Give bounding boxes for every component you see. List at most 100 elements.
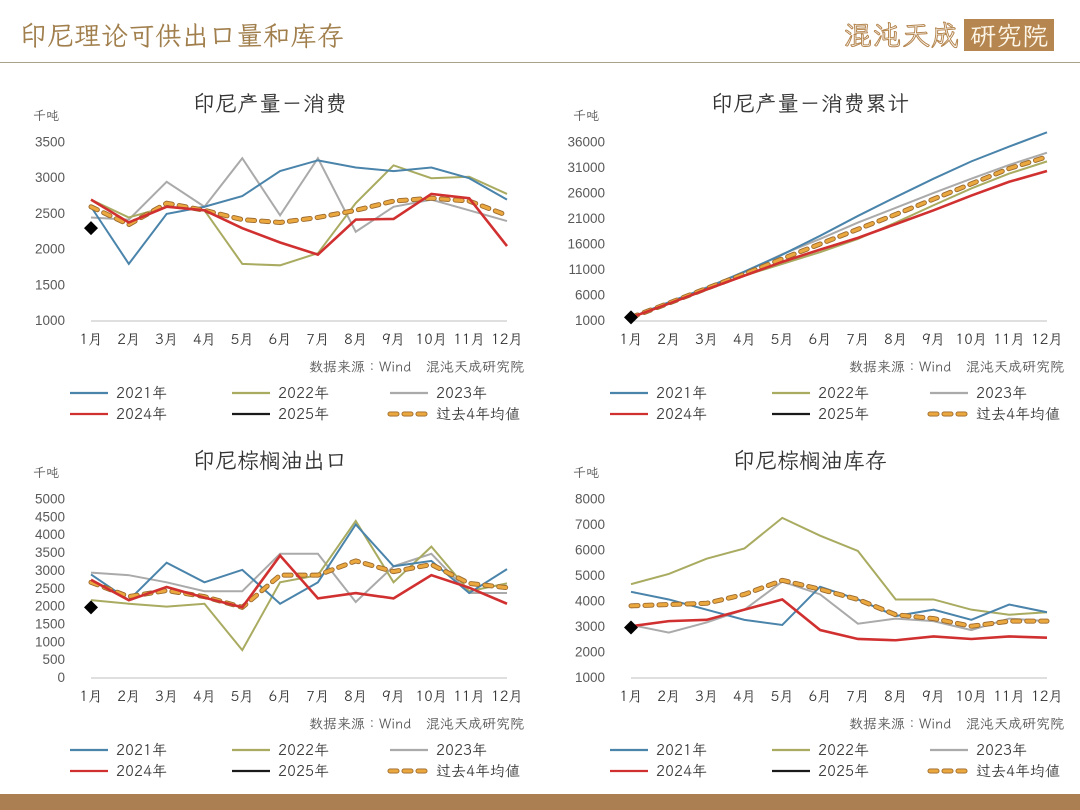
svg-text:1500: 1500 — [35, 616, 65, 631]
svg-text:2022年: 2022年 — [818, 741, 869, 760]
svg-text:2000: 2000 — [575, 645, 605, 660]
svg-text:4月: 4月 — [733, 687, 756, 706]
svg-text:印尼产量－消费累计: 印尼产量－消费累计 — [711, 89, 909, 118]
svg-text:6000: 6000 — [575, 543, 605, 558]
svg-text:8000: 8000 — [575, 492, 605, 507]
svg-text:2500: 2500 — [35, 581, 65, 596]
svg-text:10月: 10月 — [955, 687, 987, 706]
svg-text:印尼棕榈油库存: 印尼棕榈油库存 — [733, 446, 887, 475]
svg-text:2023年: 2023年 — [436, 741, 487, 760]
svg-text:2022年: 2022年 — [818, 384, 869, 403]
svg-text:1000: 1000 — [575, 670, 605, 685]
svg-text:2021年: 2021年 — [116, 384, 167, 403]
svg-text:12月: 12月 — [1031, 687, 1063, 706]
svg-text:7月: 7月 — [306, 687, 329, 706]
svg-text:9月: 9月 — [382, 687, 405, 706]
svg-text:千吨: 千吨 — [33, 107, 59, 124]
svg-text:6月: 6月 — [268, 330, 291, 349]
svg-text:过去4年均值: 过去4年均值 — [976, 405, 1060, 424]
svg-text:2000: 2000 — [35, 599, 65, 614]
svg-text:1月: 1月 — [619, 687, 642, 706]
svg-text:2024年: 2024年 — [656, 405, 707, 424]
svg-text:3月: 3月 — [695, 330, 718, 349]
svg-text:2000: 2000 — [35, 242, 65, 257]
svg-text:10月: 10月 — [415, 330, 447, 349]
svg-text:11月: 11月 — [993, 330, 1025, 349]
svg-text:2月: 2月 — [117, 330, 140, 349]
svg-text:4月: 4月 — [193, 330, 216, 349]
svg-text:7月: 7月 — [846, 330, 869, 349]
svg-text:21000: 21000 — [567, 211, 605, 226]
svg-text:1500: 1500 — [35, 277, 65, 292]
svg-text:500: 500 — [42, 652, 65, 667]
svg-text:2月: 2月 — [657, 330, 680, 349]
svg-text:12月: 12月 — [491, 687, 523, 706]
svg-text:31000: 31000 — [567, 160, 605, 175]
svg-text:11000: 11000 — [568, 262, 605, 277]
svg-text:3月: 3月 — [155, 687, 178, 706]
svg-text:8月: 8月 — [884, 687, 907, 706]
svg-text:6月: 6月 — [808, 687, 831, 706]
svg-text:5000: 5000 — [35, 492, 65, 507]
svg-text:7000: 7000 — [575, 517, 605, 532]
svg-text:1月: 1月 — [79, 330, 102, 349]
svg-text:2025年: 2025年 — [278, 762, 329, 781]
svg-text:印尼棕榈油出口: 印尼棕榈油出口 — [193, 446, 347, 475]
svg-text:9月: 9月 — [382, 330, 405, 349]
svg-text:过去4年均值: 过去4年均值 — [436, 762, 520, 781]
svg-text:3500: 3500 — [35, 545, 65, 560]
svg-text:10月: 10月 — [955, 330, 987, 349]
svg-text:2023年: 2023年 — [976, 384, 1027, 403]
svg-text:3月: 3月 — [695, 687, 718, 706]
svg-text:7月: 7月 — [306, 330, 329, 349]
svg-text:4月: 4月 — [733, 330, 756, 349]
svg-text:印尼产量－消费: 印尼产量－消费 — [193, 89, 347, 118]
svg-text:2025年: 2025年 — [818, 405, 869, 424]
svg-text:5月: 5月 — [771, 330, 794, 349]
svg-text:0: 0 — [57, 670, 65, 685]
svg-text:5月: 5月 — [231, 330, 254, 349]
svg-text:1000: 1000 — [575, 313, 605, 328]
svg-text:3000: 3000 — [575, 619, 605, 634]
svg-text:11月: 11月 — [453, 687, 485, 706]
svg-text:千吨: 千吨 — [573, 107, 599, 124]
svg-text:2021年: 2021年 — [116, 741, 167, 760]
svg-text:2021年: 2021年 — [656, 384, 707, 403]
svg-text:1000: 1000 — [35, 634, 65, 649]
svg-text:2024年: 2024年 — [116, 405, 167, 424]
svg-text:2022年: 2022年 — [278, 741, 329, 760]
svg-text:4000: 4000 — [35, 527, 65, 542]
svg-text:千吨: 千吨 — [33, 464, 59, 481]
svg-text:8月: 8月 — [344, 330, 367, 349]
svg-text:3月: 3月 — [155, 330, 178, 349]
svg-text:5月: 5月 — [771, 687, 794, 706]
svg-text:10月: 10月 — [415, 687, 447, 706]
svg-text:2024年: 2024年 — [116, 762, 167, 781]
svg-text:2022年: 2022年 — [278, 384, 329, 403]
svg-text:数据来源：Wind 混沌天成研究院: 数据来源：Wind 混沌天成研究院 — [849, 715, 1064, 733]
svg-text:2021年: 2021年 — [656, 741, 707, 760]
svg-text:2023年: 2023年 — [436, 384, 487, 403]
svg-text:3000: 3000 — [35, 563, 65, 578]
svg-text:数据来源：Wind 混沌天成研究院: 数据来源：Wind 混沌天成研究院 — [849, 358, 1064, 376]
svg-text:2月: 2月 — [117, 687, 140, 706]
svg-text:4月: 4月 — [193, 687, 216, 706]
svg-text:千吨: 千吨 — [573, 464, 599, 481]
svg-text:2月: 2月 — [657, 687, 680, 706]
svg-text:16000: 16000 — [567, 237, 605, 252]
svg-text:2024年: 2024年 — [656, 762, 707, 781]
svg-text:3500: 3500 — [35, 135, 65, 150]
svg-text:5000: 5000 — [575, 568, 605, 583]
svg-text:5月: 5月 — [231, 687, 254, 706]
svg-text:过去4年均值: 过去4年均值 — [436, 405, 520, 424]
svg-text:2025年: 2025年 — [818, 762, 869, 781]
svg-text:11月: 11月 — [453, 330, 485, 349]
svg-text:1月: 1月 — [79, 687, 102, 706]
svg-text:8月: 8月 — [344, 687, 367, 706]
svg-text:4500: 4500 — [35, 509, 65, 524]
svg-text:9月: 9月 — [922, 687, 945, 706]
svg-text:36000: 36000 — [567, 135, 605, 150]
svg-text:数据来源：Wind 混沌天成研究院: 数据来源：Wind 混沌天成研究院 — [309, 358, 524, 376]
svg-text:11月: 11月 — [993, 687, 1025, 706]
svg-text:7月: 7月 — [846, 687, 869, 706]
